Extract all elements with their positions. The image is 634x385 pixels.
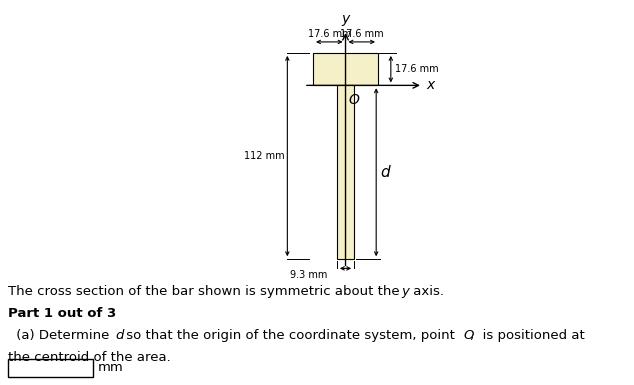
Bar xyxy=(337,85,354,259)
Text: O: O xyxy=(463,329,474,342)
Text: (a) Determine: (a) Determine xyxy=(12,329,113,342)
Text: axis.: axis. xyxy=(409,285,444,298)
Text: O: O xyxy=(348,93,359,107)
Text: 17.6 mm: 17.6 mm xyxy=(307,29,351,39)
Text: 17.6 mm: 17.6 mm xyxy=(394,64,438,74)
Text: ,  is positioned at: , is positioned at xyxy=(470,329,585,342)
Text: d: d xyxy=(380,165,389,180)
Text: y: y xyxy=(341,12,350,27)
Text: the centroid of the area.: the centroid of the area. xyxy=(8,351,171,364)
Text: 9.3 mm: 9.3 mm xyxy=(290,270,327,280)
Text: so that the origin of the coordinate system, point: so that the origin of the coordinate sys… xyxy=(122,329,459,342)
Text: x: x xyxy=(427,79,435,92)
Text: 17.6 mm: 17.6 mm xyxy=(340,29,384,39)
Text: mm: mm xyxy=(98,362,124,375)
Text: y: y xyxy=(401,285,409,298)
Text: d: d xyxy=(115,329,124,342)
Text: 112 mm: 112 mm xyxy=(244,151,285,161)
Bar xyxy=(313,53,378,85)
Text: Part 1 out of 3: Part 1 out of 3 xyxy=(8,307,116,320)
Bar xyxy=(8,359,93,377)
Text: The cross section of the bar shown is symmetric about the: The cross section of the bar shown is sy… xyxy=(8,285,404,298)
